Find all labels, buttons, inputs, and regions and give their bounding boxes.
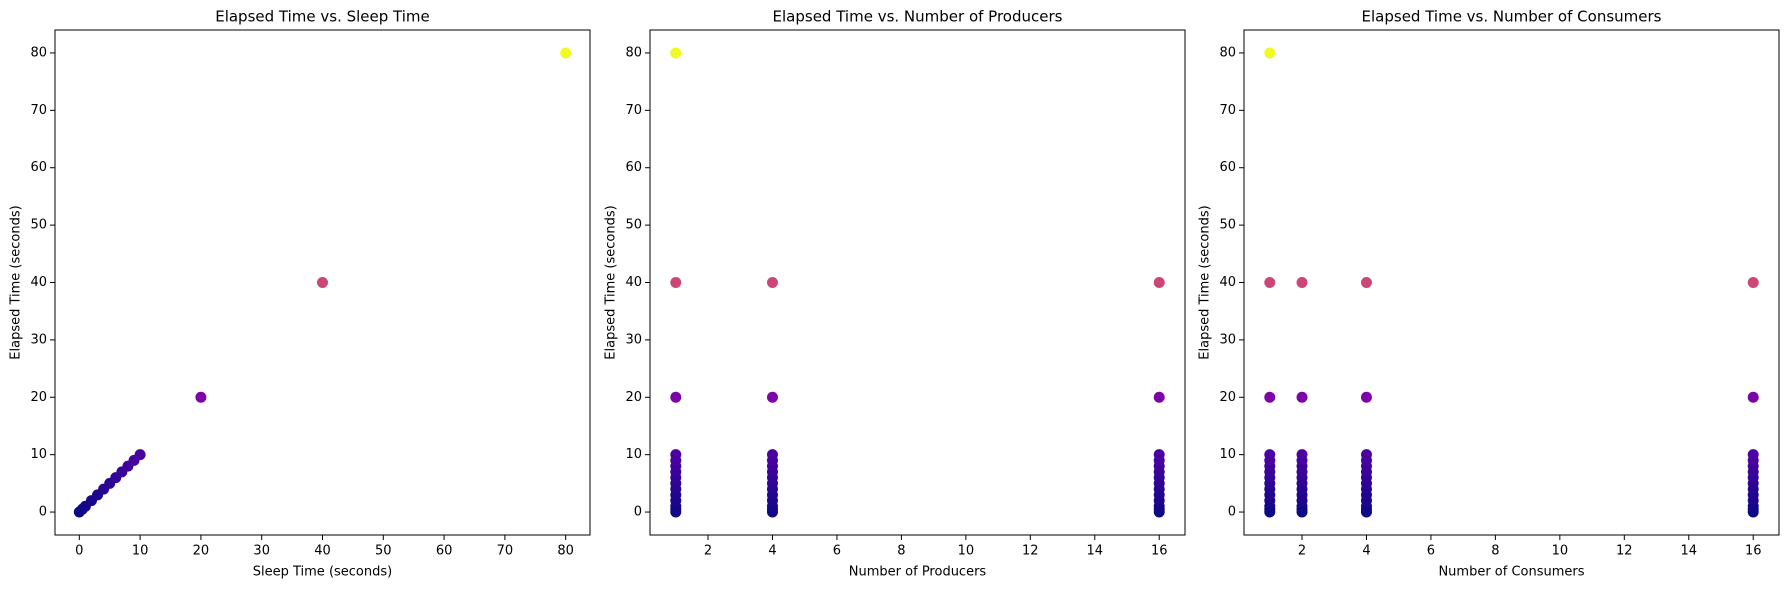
- y-tick-label: 70: [625, 103, 642, 118]
- axes-frame: [1243, 29, 1780, 536]
- y-tick-label: 0: [39, 505, 47, 520]
- x-tick-label: 50: [375, 544, 392, 559]
- point: [1264, 277, 1276, 288]
- y-tick-label: 0: [634, 505, 642, 520]
- x-axis-label: Number of Producers: [849, 565, 987, 580]
- x-tick-label: 20: [193, 544, 210, 559]
- x-axis-label: Number of Consumers: [1438, 565, 1584, 580]
- y-tick-label: 40: [30, 275, 47, 290]
- point: [1296, 391, 1308, 403]
- point: [1296, 449, 1308, 461]
- point: [134, 449, 146, 461]
- x-tick-label: 6: [833, 544, 841, 559]
- y-tick-label: 40: [1219, 275, 1236, 290]
- y-tick-label: 30: [1219, 332, 1236, 347]
- y-tick-label: 30: [30, 332, 47, 347]
- x-tick-label: 12: [1022, 544, 1039, 559]
- y-axis-label: Elapsed Time (seconds): [9, 205, 24, 359]
- y-tick-label: 20: [30, 390, 47, 405]
- point: [670, 391, 682, 403]
- x-tick-label: 16: [1745, 544, 1762, 559]
- x-tick-label: 30: [253, 544, 270, 559]
- x-tick-label: 10: [1552, 544, 1569, 559]
- point: [1264, 449, 1276, 461]
- point: [1264, 47, 1276, 59]
- point: [317, 277, 328, 288]
- point: [670, 277, 682, 288]
- point: [1153, 449, 1165, 461]
- point: [1296, 277, 1308, 288]
- x-tick-label: 8: [897, 544, 905, 559]
- y-tick-label: 10: [1219, 447, 1236, 462]
- y-tick-label: 30: [625, 332, 642, 347]
- x-tick-label: 2: [1298, 544, 1306, 559]
- x-tick-label: 14: [1086, 544, 1103, 559]
- y-tick-label: 60: [1219, 160, 1236, 175]
- point: [1360, 391, 1372, 403]
- x-tick-label: 40: [314, 544, 331, 559]
- point: [1360, 449, 1372, 461]
- x-tick-label: 60: [436, 544, 453, 559]
- point: [670, 47, 682, 59]
- y-tick-label: 70: [30, 103, 47, 118]
- y-tick-label: 50: [1219, 218, 1236, 233]
- y-tick-label: 70: [1219, 103, 1236, 118]
- point: [1153, 391, 1165, 403]
- y-tick-label: 80: [30, 45, 47, 60]
- x-axis-label: Sleep Time (seconds): [253, 565, 392, 580]
- point: [1747, 277, 1759, 288]
- point: [1747, 449, 1759, 461]
- y-tick-label: 80: [1219, 45, 1236, 60]
- x-tick-label: 2: [704, 544, 712, 559]
- y-tick-label: 40: [625, 275, 642, 290]
- x-tick-label: 0: [75, 544, 83, 559]
- y-tick-label: 60: [30, 160, 47, 175]
- y-tick-label: 20: [1219, 390, 1236, 405]
- point: [1747, 391, 1759, 403]
- chart-title: Elapsed Time vs. Number of Consumers: [1362, 8, 1662, 26]
- x-tick-label: 14: [1680, 544, 1697, 559]
- point: [195, 391, 207, 403]
- x-tick-label: 6: [1427, 544, 1435, 559]
- x-tick-label: 8: [1491, 544, 1499, 559]
- x-tick-label: 12: [1616, 544, 1633, 559]
- y-axis-label: Elapsed Time (seconds): [1198, 205, 1213, 359]
- y-axis-label: Elapsed Time (seconds): [604, 205, 619, 359]
- y-tick-label: 20: [625, 390, 642, 405]
- chart-title: Elapsed Time vs. Sleep Time: [215, 8, 430, 26]
- point: [560, 47, 572, 59]
- y-tick-label: 10: [625, 447, 642, 462]
- x-tick-label: 16: [1151, 544, 1168, 559]
- point: [1360, 277, 1372, 288]
- point: [766, 391, 778, 403]
- y-tick-label: 50: [30, 218, 47, 233]
- y-tick-label: 10: [30, 447, 47, 462]
- point: [766, 449, 778, 461]
- chart-title: Elapsed Time vs. Number of Producers: [773, 8, 1063, 26]
- y-tick-label: 50: [625, 218, 642, 233]
- axes-frame: [54, 29, 591, 536]
- y-tick-label: 60: [625, 160, 642, 175]
- x-tick-label: 10: [958, 544, 975, 559]
- point: [1264, 391, 1276, 403]
- x-tick-label: 10: [132, 544, 149, 559]
- x-tick-label: 80: [557, 544, 574, 559]
- x-tick-label: 70: [497, 544, 514, 559]
- y-tick-label: 0: [1228, 505, 1236, 520]
- point: [766, 277, 778, 288]
- point: [670, 449, 682, 461]
- y-tick-label: 80: [625, 45, 642, 60]
- axes-frame: [649, 29, 1186, 536]
- x-tick-label: 4: [768, 544, 776, 559]
- point: [1153, 277, 1165, 288]
- x-tick-label: 4: [1362, 544, 1370, 559]
